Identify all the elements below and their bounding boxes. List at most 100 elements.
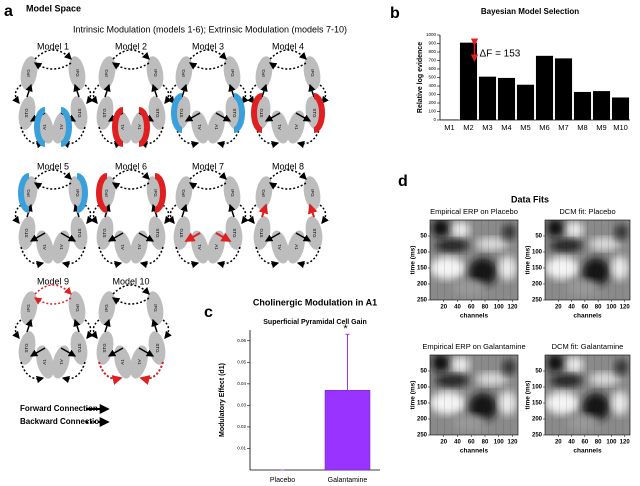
y-tick-label: 200 [532, 282, 543, 288]
x-tick-label: 40 [454, 440, 461, 446]
backward-arrow [247, 84, 257, 104]
region-node [255, 56, 273, 90]
lateral-connection [111, 297, 150, 305]
forward-arrow [264, 232, 281, 242]
region-node [175, 176, 193, 210]
heatmap-blob [549, 239, 584, 253]
extrinsic-modulation [258, 203, 269, 218]
node-label: IFG [153, 189, 158, 197]
lateral-connection [111, 62, 150, 70]
region-node [130, 345, 148, 379]
modulation-highlight [251, 93, 263, 133]
node-label: A1 [137, 359, 142, 365]
y-tick-label: 150 [532, 266, 543, 272]
y-tick-label: 800 [428, 49, 436, 54]
heatmap-image [430, 220, 518, 300]
node-label: A1 [59, 124, 64, 130]
heatmap-blob [452, 221, 470, 238]
x-tick-label: 60 [582, 305, 589, 311]
region-node [207, 110, 225, 144]
x-tick-label: M1 [444, 123, 454, 132]
heatmap-image [545, 355, 630, 435]
node-label: IFG [75, 69, 80, 77]
y-tick-label: 300 [428, 92, 436, 97]
y-tick-label: 250 [532, 298, 543, 304]
node-label: IFG [26, 189, 31, 197]
node-label: A1 [197, 244, 202, 250]
lateral-connection [268, 62, 307, 70]
backward-arrow [167, 84, 177, 104]
node-label: IFG [230, 69, 235, 77]
backward-arrow [319, 84, 329, 104]
backward-arrow [162, 84, 172, 104]
forward-arrow [151, 83, 159, 98]
backward-arrow [84, 204, 94, 224]
y-tick-label: 200 [417, 417, 428, 423]
x-tick-label: 100 [606, 305, 617, 311]
region-node [271, 110, 289, 144]
model-diagram: IFG STG A1 IFG STG A1 [247, 49, 329, 149]
lateral-connection [112, 169, 150, 180]
node-label: STG [102, 108, 107, 118]
node-label: A1 [197, 124, 202, 130]
extrinsic-modulation [98, 361, 123, 385]
y-tick-label: 0.03 [237, 403, 246, 408]
model-diagram: IFG STG A1 IFG STG A1 [12, 169, 94, 269]
chart-title: DCM fit: Placebo [559, 207, 615, 216]
node-label: IFG [26, 69, 31, 77]
node-label: A1 [42, 359, 47, 365]
forward-arrow [29, 347, 46, 357]
heatmap-body [430, 355, 518, 435]
heatmap-frame [429, 219, 519, 301]
x-tick-label: 80 [482, 305, 489, 311]
y-tick-label: 400 [428, 83, 436, 88]
heatmap-blob [566, 356, 584, 373]
heatmap-blob [475, 372, 508, 386]
node-label: A1 [120, 359, 125, 365]
node-label: IFG [310, 69, 315, 77]
backward-arrow [319, 204, 329, 224]
node-label: STG [24, 343, 29, 353]
model-label: Model 1 [37, 41, 69, 51]
region-node [114, 345, 132, 379]
backward-arrow [12, 84, 22, 104]
heatmap-blob [431, 220, 450, 238]
model-diagram: IFG STG A1 IFG STG A1 [90, 169, 172, 269]
forward-arrow [25, 318, 33, 333]
x-axis-label: channels [460, 448, 489, 455]
node-label: IFG [104, 189, 109, 197]
node-label: STG [77, 343, 82, 353]
y-tick-label: 200 [417, 282, 428, 288]
x-tick-label: M6 [539, 123, 549, 132]
x-tick-label: M10 [613, 123, 628, 132]
node-label: IFG [181, 69, 186, 77]
backward-arrow [20, 246, 45, 269]
x-tick-label: 20 [555, 440, 562, 446]
x-tick-label: M7 [558, 123, 568, 132]
modulation-highlight [34, 107, 46, 147]
heatmap-blob [452, 280, 488, 296]
region-node [68, 56, 86, 90]
node-label: A1 [214, 124, 219, 130]
region-node [303, 176, 321, 210]
node-label: STG [155, 108, 160, 118]
lateral-connection [111, 182, 150, 190]
node-label: STG [24, 228, 29, 238]
backward-arrow [216, 126, 241, 149]
heatmap-blob [452, 415, 488, 431]
chart-title: DCM fit: Galantamine [552, 342, 624, 351]
region-node [223, 56, 241, 90]
x-tick-label: M3 [482, 123, 492, 132]
node-label: STG [179, 108, 184, 118]
node-label: A1 [42, 124, 47, 130]
backward-arrow [84, 84, 94, 104]
forward-arrow [215, 112, 232, 122]
region-node [20, 291, 38, 325]
lateral-connection [189, 49, 227, 60]
node-label: STG [232, 228, 237, 238]
model-label: Model 3 [192, 41, 224, 51]
region-node [287, 230, 305, 264]
bar [592, 91, 611, 120]
